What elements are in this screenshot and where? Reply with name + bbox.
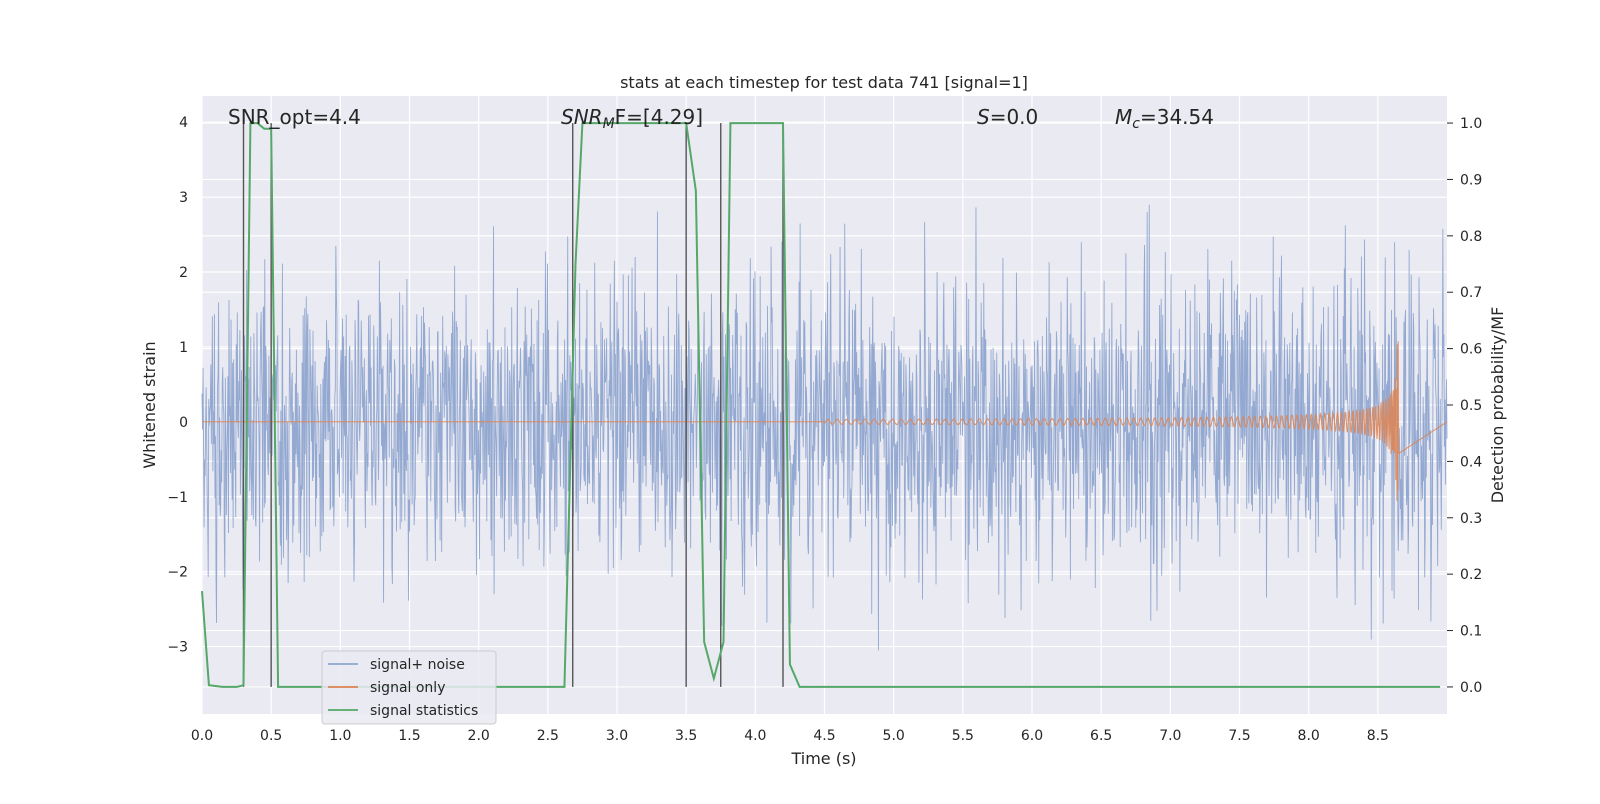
x-tick-label: 5.5 (952, 728, 974, 744)
annotation-snr-mf: SNRMF=[4.29] (561, 105, 703, 132)
x-tick-label: 4.0 (744, 728, 766, 744)
x-tick-label: 3.0 (606, 728, 628, 744)
x-tick-label: 8.5 (1367, 728, 1389, 744)
annotation-s: S=0.0 (977, 105, 1038, 129)
legend-box (321, 650, 497, 725)
y-right-tick-label: 1.0 (1460, 116, 1482, 132)
y-left-tick-label: −3 (167, 640, 188, 656)
signal-noise-series (201, 204, 1448, 651)
x-tick-label: 0.5 (260, 728, 282, 744)
y-right-tick-label: 0.0 (1460, 680, 1482, 696)
x-tick-label: 4.5 (813, 728, 835, 744)
y-left-tick-label: 0 (179, 415, 188, 431)
x-tick-label: 5.0 (883, 728, 905, 744)
y-right-tick-label: 0.1 (1460, 624, 1482, 640)
y-right-axis-label: Detection probability/MF (1488, 307, 1507, 504)
x-tick-label: 2.5 (537, 728, 559, 744)
legend-label-signal-noise: signal+ noise (370, 657, 465, 673)
y-left-tick-label: 1 (179, 340, 188, 356)
y-right-tick-label: 0.3 (1460, 511, 1482, 527)
y-right-tick-label: 0.6 (1460, 342, 1482, 358)
y-right-tick-label: 0.7 (1460, 285, 1482, 301)
annotation-mc: Mc=34.54 (1115, 105, 1214, 132)
y-left-tick-label: 2 (179, 265, 188, 281)
y-left-tick-label: 3 (179, 190, 188, 206)
y-right-tick-label: 0.9 (1460, 172, 1482, 188)
x-tick-label: 7.0 (1159, 728, 1181, 744)
x-tick-label: 6.0 (1021, 728, 1043, 744)
annotation-snr-opt: SNR_opt=4.4 (228, 105, 361, 129)
legend: signal+ noise signal only signal statist… (321, 650, 497, 725)
x-tick-label: 1.0 (329, 728, 351, 744)
x-axis-label: Time (s) (790, 749, 856, 768)
signal-noise-line (201, 204, 1448, 651)
x-ticks: 0.0 0.5 1.0 1.5 2.0 2.5 3.0 3.5 4.0 4.5 5.0 5.5 6.0 6… (191, 728, 1389, 744)
x-tick-label: 2.0 (468, 728, 490, 744)
x-tick-label: 3.5 (675, 728, 697, 744)
x-tick-label: 0.0 (191, 728, 213, 744)
y-right-ticks: 0.0 0.1 0.2 0.3 0.4 0.5 0.6 0.7 0.8 0.9 1.0 (1447, 116, 1482, 696)
y-left-tick-label: −2 (167, 565, 188, 581)
y-right-tick-label: 0.4 (1460, 454, 1482, 470)
x-tick-label: 6.5 (1090, 728, 1112, 744)
x-tick-label: 7.5 (1228, 728, 1250, 744)
signal-only-series (202, 341, 1448, 501)
legend-label-signal-only: signal only (370, 680, 445, 696)
y-left-axis-label: Whitened strain (140, 341, 159, 468)
x-tick-label: 8.0 (1298, 728, 1320, 744)
signal-statistics-line (201, 122, 1441, 688)
y-left-tick-label: −1 (167, 490, 188, 506)
y-right-tick-label: 0.8 (1460, 229, 1482, 245)
y-right-tick-label: 0.2 (1460, 567, 1482, 583)
y-left-tick-label: 4 (179, 115, 188, 131)
y-right-tick-label: 0.5 (1460, 398, 1482, 414)
legend-label-signal-statistics: signal statistics (370, 703, 478, 719)
signal-only-line (202, 341, 1448, 501)
signal-statistics-series (201, 122, 1441, 688)
x-tick-label: 1.5 (398, 728, 420, 744)
chart-title: stats at each timestep for test data 741… (620, 73, 1028, 92)
y-left-ticks: −3 −2 −1 0 1 2 3 4 (167, 115, 188, 655)
